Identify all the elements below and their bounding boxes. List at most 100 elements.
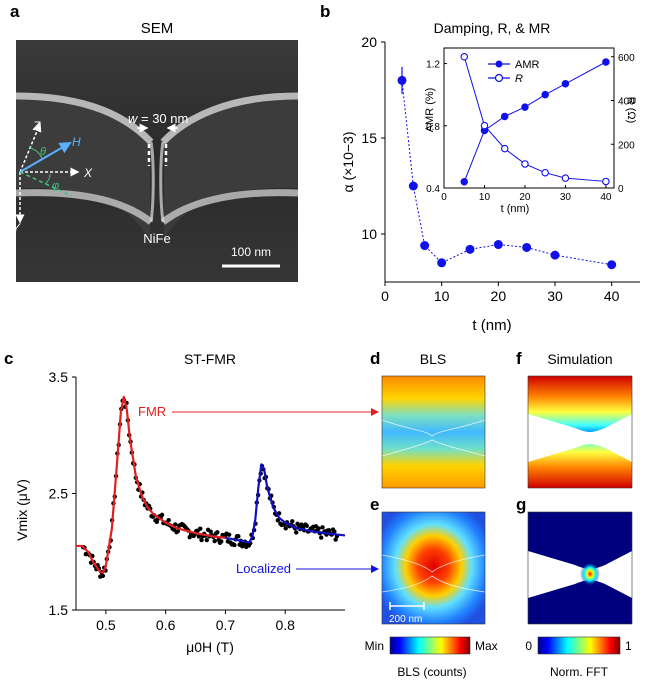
damping-point xyxy=(397,75,407,85)
inset-r-point xyxy=(602,177,610,186)
damping-point xyxy=(408,181,418,191)
stfmr-data-point xyxy=(208,529,213,534)
y-axis-label: Y xyxy=(12,221,21,235)
damping-x-tick-label: 0 xyxy=(381,288,389,304)
inset-left-tick-label: 1.2 xyxy=(426,60,440,71)
stfmr-x-tick-label: 0.6 xyxy=(156,617,176,633)
sem-scale-label: 100 nm xyxy=(231,245,271,259)
legend-r-label: R xyxy=(515,73,523,85)
damping-point xyxy=(522,242,532,252)
damping-point xyxy=(465,244,475,254)
damping-point xyxy=(420,241,430,251)
stfmr-data-point xyxy=(275,518,281,523)
localized-annotation: Localized xyxy=(236,561,291,576)
legend-amr-label: AMR xyxy=(515,59,540,71)
legend-amr-marker xyxy=(495,60,503,68)
stfmr-ylabel: Vmix (μV) xyxy=(14,479,30,541)
inset-x-tick-label: 40 xyxy=(600,192,612,203)
stfmr-data-point xyxy=(196,534,202,539)
inset-right-ylabel: R (Ω) xyxy=(625,97,637,124)
inset-x-tick-label: 0 xyxy=(441,192,447,203)
panel-label-g: g xyxy=(516,495,526,514)
inset-left-tick-label: 0.8 xyxy=(426,122,440,133)
inset-r-point xyxy=(521,160,529,168)
sem-title: SEM xyxy=(141,20,174,37)
stfmr-data-point xyxy=(283,526,288,531)
stfmr-data-point xyxy=(219,539,224,544)
stfmr-x-tick-label: 0.7 xyxy=(216,617,236,633)
panel-label-e: e xyxy=(370,495,379,514)
phi-label: φ xyxy=(52,180,59,192)
inset-r-point xyxy=(460,52,468,61)
inset-right-tick-label: 600 xyxy=(618,53,635,64)
bls-colorbar-label: BLS (counts) xyxy=(397,665,466,679)
stfmr-data-point xyxy=(232,542,237,548)
bls-colorbar-min: Min xyxy=(365,639,384,653)
bls-colorbar-max: Max xyxy=(475,639,498,653)
localized-fit-line xyxy=(225,463,346,544)
sem-panel: SEM w = 30 nm Z X Y H θ φ xyxy=(12,20,298,282)
stfmr-data-point xyxy=(294,530,299,535)
inset-amr-point xyxy=(460,178,468,186)
damping-title: Damping, R, & MR xyxy=(434,20,551,36)
inset-x-tick-label: 10 xyxy=(479,192,491,203)
stfmr-data-point xyxy=(212,538,217,544)
inset-r-point xyxy=(541,168,549,177)
damping-x-tick-label: 10 xyxy=(434,288,450,304)
z-axis-label: Z xyxy=(32,119,41,133)
stfmr-chart: ST-FMR 0.5 0.6 0.7 0.8 1.5 2.5 3.5 μ0H (T) Vmi… xyxy=(14,351,379,655)
stfmr-x-tick-label: 0.5 xyxy=(96,617,116,633)
sim-colorbar-label: Norm. FFT xyxy=(550,665,609,679)
stfmr-data-point xyxy=(320,525,325,530)
sim-colorbar-max: 1 xyxy=(625,639,632,653)
damping-xlabel: t (nm) xyxy=(472,317,511,334)
damping-x-tick-label: 20 xyxy=(491,288,507,304)
h-field-arrow xyxy=(19,141,72,173)
bls-map-localized: 200 nm xyxy=(381,511,486,625)
fmr-fit-line xyxy=(76,395,226,574)
stfmr-data-point xyxy=(326,528,332,533)
inset-x-tick-label: 20 xyxy=(519,192,531,203)
stfmr-data-point xyxy=(198,526,203,531)
stfmr-data-point xyxy=(319,535,324,540)
inset-xlabel: t (nm) xyxy=(501,203,530,215)
h-label: H xyxy=(72,135,81,149)
simulation-title: Simulation xyxy=(547,351,612,367)
panel-label-b: b xyxy=(320,2,330,21)
damping-y-tick-label: 20 xyxy=(361,34,377,50)
sim-colorbar: 0 1 Norm. FFT xyxy=(525,636,632,679)
damping-point xyxy=(550,250,560,260)
inset-left-tick-label: 0.4 xyxy=(426,184,440,195)
inset-frame xyxy=(443,47,615,189)
panel-label-d: d xyxy=(370,349,380,368)
stfmr-data-point xyxy=(166,517,171,523)
inset-amr-point xyxy=(541,90,549,99)
damping-x-tick-label: 30 xyxy=(547,288,563,304)
inset-right-tick-label: 400 xyxy=(618,97,635,108)
damping-y-tick-label: 15 xyxy=(361,130,377,146)
theta-label: θ xyxy=(40,146,46,158)
stfmr-xlabel: μ0H (T) xyxy=(186,639,234,655)
stfmr-data-point xyxy=(204,537,209,543)
sem-width-label: w = 30 nm xyxy=(128,111,188,126)
stfmr-data-point xyxy=(316,526,321,531)
phi-line xyxy=(19,171,73,197)
sim-colorbar-min: 0 xyxy=(525,639,532,653)
material-label: NiFe xyxy=(143,231,170,246)
amr-inset: 0 10 20 30 40 0.4 0.8 1.2 0 200 400 600 t (nm) AMR … xyxy=(424,47,637,215)
inset-right-tick-label: 200 xyxy=(618,140,635,151)
panel-label-c: c xyxy=(4,349,13,368)
bls-colorbar: Min Max BLS (counts) xyxy=(365,636,498,679)
stfmr-y-tick-label: 2.5 xyxy=(49,486,69,502)
inset-right-tick-label: 0 xyxy=(618,184,624,195)
inset-amr-point xyxy=(602,58,610,66)
x-axis-label: X xyxy=(83,166,93,180)
panel-label-a: a xyxy=(10,2,20,21)
damping-ylabel: α (×10−3) xyxy=(340,131,356,192)
stfmr-data-point xyxy=(236,534,241,539)
fmr-annotation: FMR xyxy=(138,404,166,419)
damping-point xyxy=(437,258,447,268)
legend-r-marker xyxy=(494,73,504,83)
